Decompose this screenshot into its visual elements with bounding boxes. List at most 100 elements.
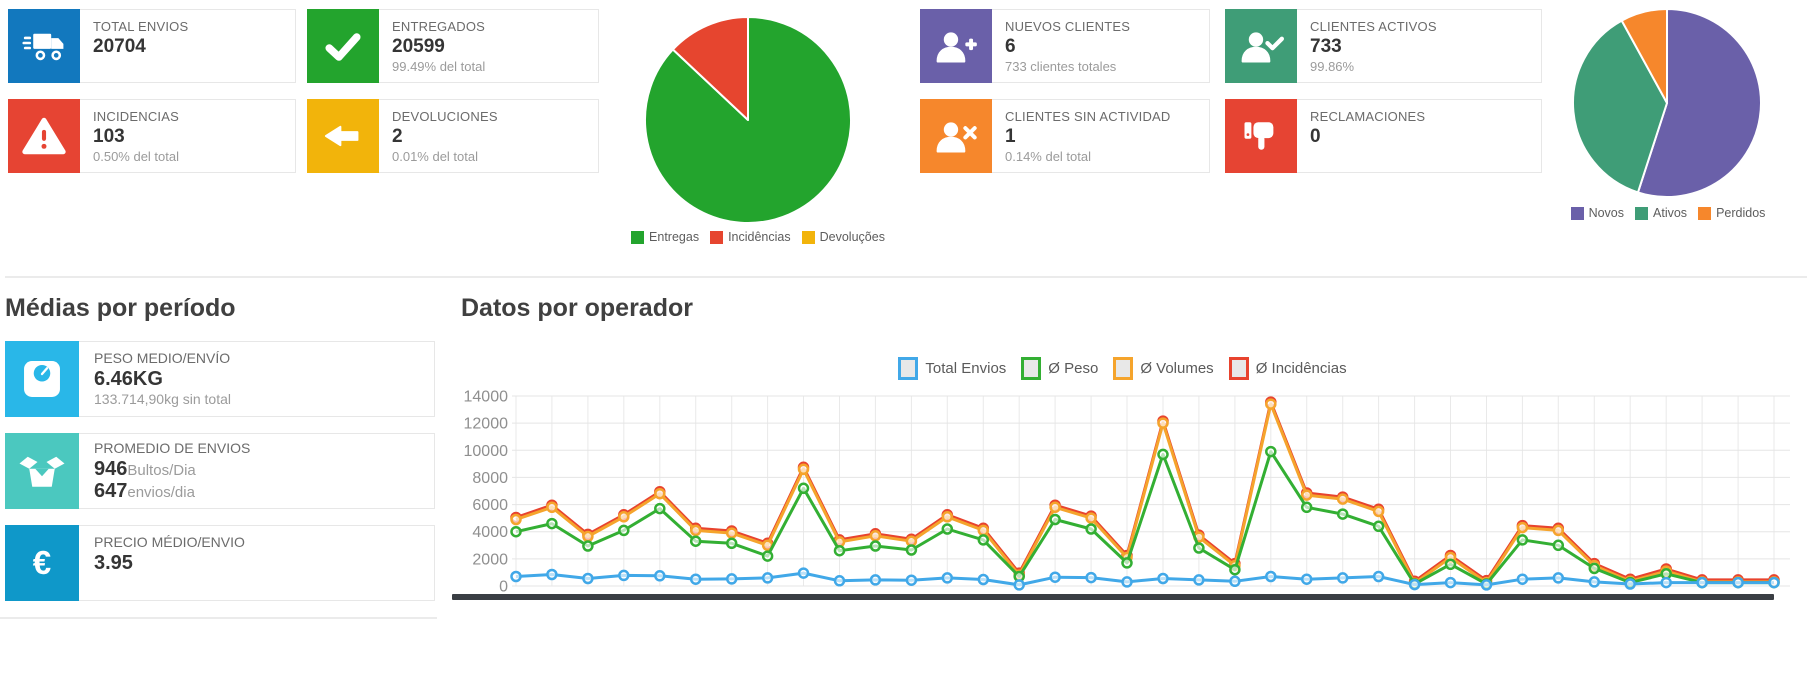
envios-pie-legend: Entregas Incidências Devoluções <box>608 230 908 244</box>
incidencias-swatch <box>710 230 724 244</box>
kpi-label: CLIENTES ACTIVOS <box>1310 19 1437 34</box>
perdidos-swatch <box>1698 206 1712 220</box>
kpi-sub: 0.50% del total <box>93 148 180 164</box>
kpi-sub: 0.01% del total <box>392 148 479 164</box>
thumbs-down-icon <box>1225 99 1297 173</box>
clientes-pie-legend: Novos Ativos Perdidos <box>1543 206 1793 220</box>
devolucoes-swatch <box>801 230 815 244</box>
kpi-label: TOTAL ENVIOS <box>93 19 189 34</box>
media-unit: Bultos/Dia <box>127 462 196 479</box>
envios-status-pie-chart[interactable] <box>643 15 853 225</box>
box-open-icon <box>5 433 79 509</box>
kpi-label: NUEVOS CLIENTES <box>1005 19 1131 34</box>
media-label: PROMEDIO DE ENVIOS <box>94 440 251 456</box>
truck-fast-icon <box>8 9 80 83</box>
legend-label: Entregas <box>649 230 700 244</box>
svg-text:8000: 8000 <box>472 470 508 487</box>
kpi-value: 733 <box>1310 36 1342 57</box>
euro-sign-icon: € <box>5 525 79 601</box>
legend-label: Devoluções <box>819 230 885 244</box>
weight-scale-icon <box>5 341 79 417</box>
media-card-promedio: PROMEDIO DE ENVIOS 946Bultos/Dia 647envi… <box>5 433 435 509</box>
operador-heading: Datos por operador <box>461 294 693 322</box>
legend-item-incidencias[interactable]: Incidências <box>710 230 791 244</box>
legend-item-devolucoes[interactable]: Devoluções <box>801 230 885 244</box>
incidencias-line-swatch <box>1228 357 1249 380</box>
media-unit: envios/dia <box>127 484 195 501</box>
media-sub: 133.714,90kg sin total <box>94 391 231 407</box>
media-value: 6.46KG <box>94 368 163 390</box>
svg-text:4000: 4000 <box>472 524 508 541</box>
kpi-label: RECLAMACIONES <box>1310 109 1426 124</box>
peso-swatch <box>1021 357 1042 380</box>
kpi-label: DEVOLUCIONES <box>392 109 498 124</box>
media-card-precio: € PRECIO MÉDIO/ENVIO 3.95 <box>5 525 435 601</box>
kpi-label: CLIENTES SIN ACTIVIDAD <box>1005 109 1171 124</box>
legend-item-volumes[interactable]: Ø Volumes <box>1113 357 1214 380</box>
user-check-icon <box>1225 9 1297 83</box>
media-label: PRECIO MÉDIO/ENVIO <box>94 534 245 550</box>
kpi-value: 1 <box>1005 126 1016 147</box>
legend-label: Incidências <box>728 230 791 244</box>
novos-swatch <box>1570 206 1584 220</box>
legend-item-peso[interactable]: Ø Peso <box>1021 357 1098 380</box>
legend-item-total-envios[interactable]: Total Envios <box>898 357 1006 380</box>
kpi-sub: 99.49% del total <box>392 58 486 74</box>
user-plus-icon <box>920 9 992 83</box>
volumes-swatch <box>1113 357 1134 380</box>
kpi-card-clientes-sin-actividad: CLIENTES SIN ACTIVIDAD 1 0.14% del total <box>920 99 1210 173</box>
kpi-value: 20704 <box>93 36 146 57</box>
svg-text:12000: 12000 <box>464 416 509 433</box>
svg-text:10000: 10000 <box>464 443 509 460</box>
media-value-bultos: 946Bultos/Dia <box>94 458 196 480</box>
legend-label: Total Envios <box>925 360 1007 377</box>
kpi-label: INCIDENCIAS <box>93 109 179 124</box>
arrow-left-icon <box>307 99 379 173</box>
legend-item-entregas[interactable]: Entregas <box>631 230 699 244</box>
svg-text:6000: 6000 <box>472 497 508 514</box>
media-value: 3.95 <box>94 552 133 574</box>
kpi-value: 0 <box>1310 126 1321 147</box>
legend-item-incidencias[interactable]: Ø Incidências <box>1228 357 1347 380</box>
kpi-card-devoluciones: DEVOLUCIONES 2 0.01% del total <box>307 99 599 173</box>
legend-item-novos[interactable]: Novos <box>1570 206 1625 220</box>
kpi-card-reclamaciones: RECLAMACIONES 0 <box>1225 99 1542 173</box>
kpi-value: 2 <box>392 126 403 147</box>
legend-label: Ativos <box>1653 206 1688 220</box>
legend-label: Novos <box>1588 206 1625 220</box>
legend-item-perdidos[interactable]: Perdidos <box>1698 206 1765 220</box>
svg-text:€: € <box>33 545 51 582</box>
legend-label: Perdidos <box>1716 206 1766 220</box>
media-label: PESO MEDIO/ENVÍO <box>94 350 231 366</box>
medias-bottom-divider <box>0 617 437 619</box>
kpi-card-entregados: ENTREGADOS 20599 99.49% del total <box>307 9 599 83</box>
kpi-label: ENTREGADOS <box>392 19 486 34</box>
kpi-value: 103 <box>93 126 125 147</box>
kpi-card-clientes-activos: CLIENTES ACTIVOS 733 99.86% <box>1225 9 1542 83</box>
warning-triangle-icon <box>8 99 80 173</box>
medias-heading: Médias por período <box>5 294 236 322</box>
legend-label: Ø Peso <box>1048 360 1099 377</box>
kpi-card-incidencias: INCIDENCIAS 103 0.50% del total <box>8 99 296 173</box>
svg-text:14000: 14000 <box>464 389 509 406</box>
svg-text:2000: 2000 <box>472 551 508 568</box>
operador-chart-legend: Total Envios Ø Peso Ø Volumes Ø Incidênc… <box>450 357 1795 380</box>
clientes-pie-chart[interactable] <box>1571 7 1763 199</box>
kpi-card-total-envios: TOTAL ENVIOS 20704 <box>8 9 296 83</box>
svg-text:0: 0 <box>499 579 508 596</box>
legend-label: Ø Incidências <box>1255 360 1347 377</box>
operador-line-chart[interactable]: 0 2000 4000 6000 8000 10000 12000 14000 <box>450 380 1795 612</box>
media-card-peso: PESO MEDIO/ENVÍO 6.46KG 133.714,90kg sin… <box>5 341 435 417</box>
legend-item-ativos[interactable]: Ativos <box>1635 206 1687 220</box>
check-icon <box>307 9 379 83</box>
kpi-sub: 99.86% <box>1310 58 1355 74</box>
kpi-value: 6 <box>1005 36 1016 57</box>
section-divider <box>5 276 1807 278</box>
ativos-swatch <box>1635 206 1649 220</box>
user-times-icon <box>920 99 992 173</box>
legend-label: Ø Volumes <box>1140 360 1214 377</box>
kpi-card-nuevos-clientes: NUEVOS CLIENTES 6 733 clientes totales <box>920 9 1210 83</box>
total-envios-swatch <box>898 357 919 380</box>
media-value-envios: 647envios/dia <box>94 480 195 502</box>
